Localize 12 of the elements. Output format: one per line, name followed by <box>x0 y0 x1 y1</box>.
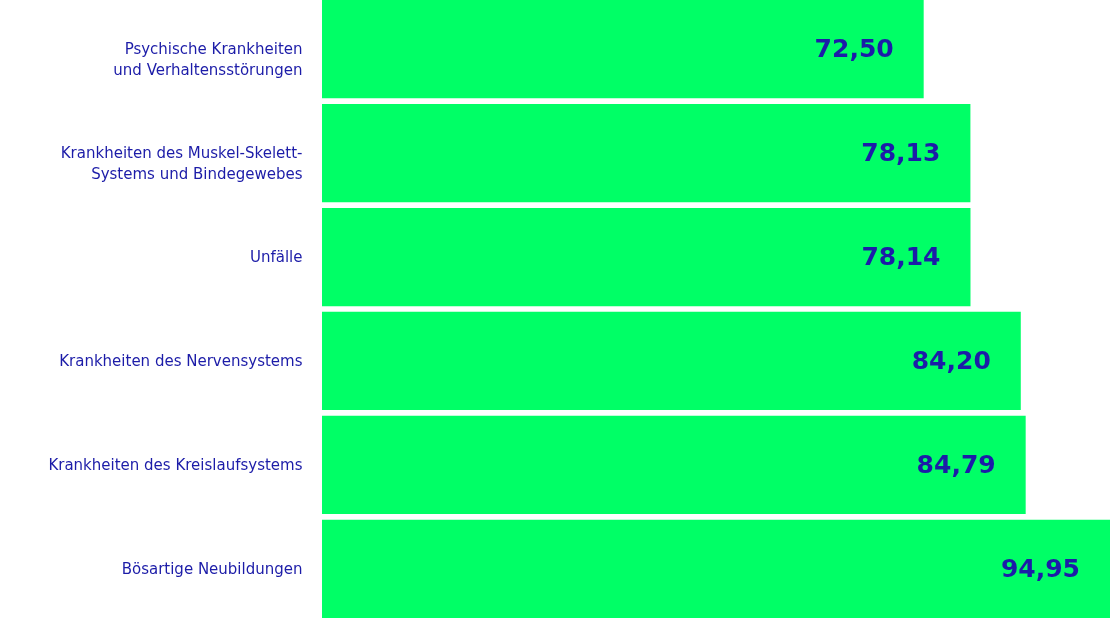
y-tick-label: Bösartige Neubildungen <box>121 559 303 578</box>
data-label: 72,50 <box>814 34 894 64</box>
y-tick-label: Krankheiten des Nervensystems <box>59 351 303 370</box>
y-tick-label: Krankheiten des Muskel-Skelett-Systems und Bindegewebes <box>60 144 303 184</box>
data-label: 84,79 <box>916 449 996 479</box>
y-tick-label: Unfälle <box>249 248 303 267</box>
data-label: 94,95 <box>1000 553 1080 583</box>
data-label: 78,13 <box>861 138 941 168</box>
y-tick-label: Psychische Krankheiten und Verhaltensstörungen <box>113 40 303 80</box>
y-tick-label: Krankheiten des Kreislaufsystems <box>48 455 303 474</box>
data-label: 78,14 <box>861 242 941 272</box>
data-label: 84,20 <box>911 345 991 375</box>
